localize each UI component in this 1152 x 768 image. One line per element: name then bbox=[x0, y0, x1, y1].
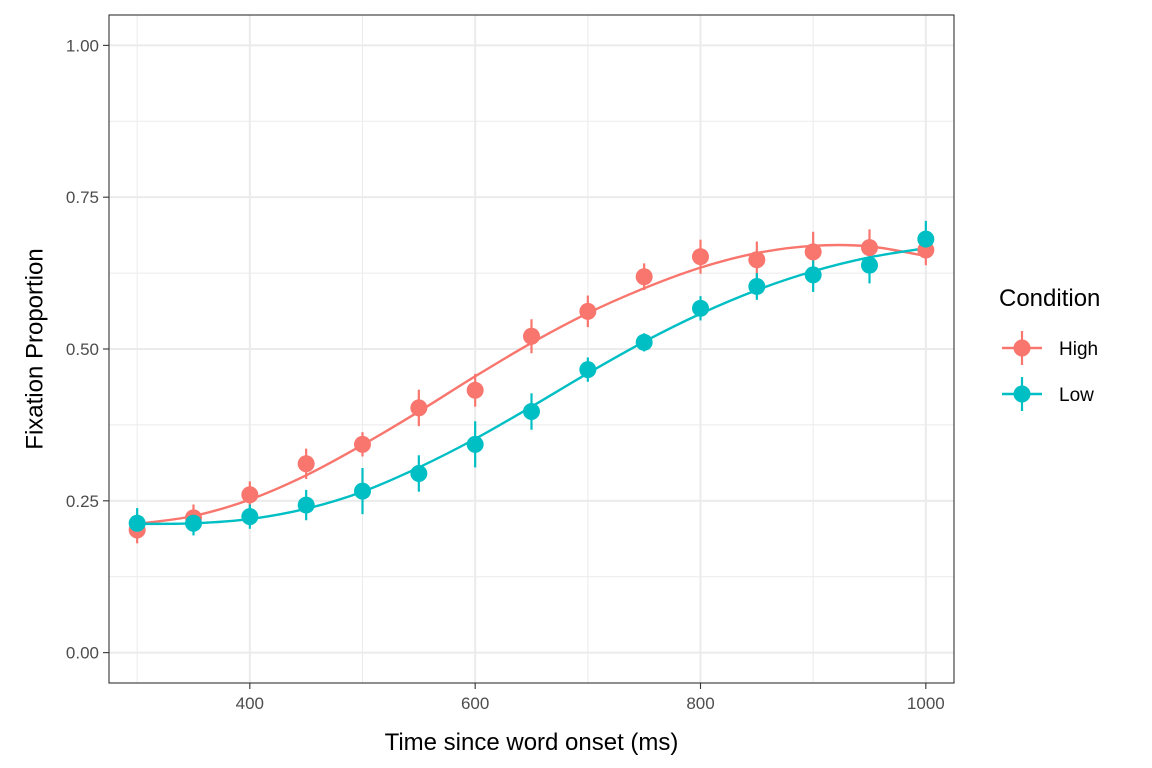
data-point-low bbox=[241, 508, 259, 526]
legend-key-point-low bbox=[1013, 385, 1031, 403]
data-point-low bbox=[635, 333, 653, 351]
tick-labels: 400 600 800 1000 0.00 0.25 0.50 0.75 1.00 bbox=[66, 36, 945, 713]
data-point-low bbox=[297, 496, 315, 514]
legend-key-point-high bbox=[1013, 339, 1031, 357]
legend-label-high: High bbox=[1059, 339, 1098, 360]
legend-label-low: Low bbox=[1059, 385, 1094, 406]
data-point-low bbox=[692, 299, 709, 317]
data-point-low bbox=[917, 230, 935, 248]
data-point-high bbox=[804, 243, 822, 261]
y-axis-title: Fixation Proportion bbox=[21, 248, 48, 449]
y-tick-label: 0.00 bbox=[66, 644, 99, 663]
data-point-high bbox=[748, 251, 766, 269]
data-point-high bbox=[523, 327, 540, 345]
data-point-high bbox=[297, 455, 315, 473]
data-point-low bbox=[466, 435, 484, 453]
data-point-high bbox=[635, 268, 653, 286]
fit-line-high bbox=[137, 243, 927, 526]
y-tick-label: 0.50 bbox=[66, 340, 99, 359]
legend-title: Condition bbox=[999, 285, 1100, 312]
x-tick-label: 400 bbox=[236, 694, 264, 713]
data-point-high bbox=[579, 302, 597, 320]
data-point-low bbox=[804, 266, 822, 284]
data-point-low bbox=[354, 482, 371, 500]
x-tick-label: 800 bbox=[686, 694, 714, 713]
x-tick-label: 1000 bbox=[907, 694, 945, 713]
data-point-low bbox=[748, 277, 766, 295]
x-tick-label: 600 bbox=[461, 694, 489, 713]
data-point-low bbox=[523, 403, 540, 421]
data-point-high bbox=[354, 435, 371, 453]
data-point-low bbox=[410, 464, 428, 482]
data-point-low bbox=[579, 361, 597, 379]
axis-ticks bbox=[103, 44, 927, 689]
y-tick-label: 0.25 bbox=[66, 492, 99, 511]
data-point-low bbox=[861, 256, 878, 274]
legend: Condition High Low bbox=[999, 285, 1100, 411]
data-point-high bbox=[861, 239, 878, 257]
data-point-low bbox=[185, 514, 202, 532]
data-point-high bbox=[692, 248, 709, 266]
x-axis-title: Time since word onset (ms) bbox=[385, 729, 679, 756]
y-tick-label: 1.00 bbox=[66, 36, 99, 55]
data-point-high bbox=[410, 399, 428, 417]
data-point-low bbox=[128, 514, 146, 532]
y-tick-label: 0.75 bbox=[66, 188, 99, 207]
data-points bbox=[128, 230, 935, 539]
data-point-high bbox=[466, 381, 484, 399]
data-point-high bbox=[241, 486, 259, 504]
